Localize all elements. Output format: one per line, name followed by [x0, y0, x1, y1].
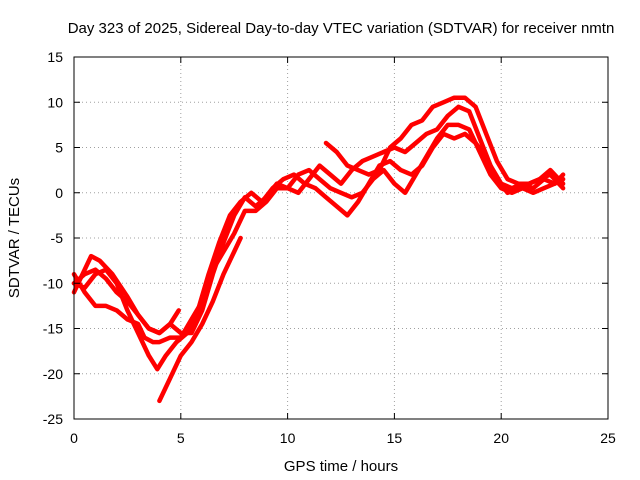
chart-title: Day 323 of 2025, Sidereal Day-to-day VTE… [68, 20, 615, 37]
x-axis-label: GPS time / hours [284, 458, 398, 475]
y-axis-label: SDTVAR / TECUs [6, 178, 23, 298]
y-tick-label: 0 [55, 185, 63, 201]
series-line-3 [71, 122, 566, 345]
x-tick-label: 5 [177, 430, 185, 446]
y-tick-label: -10 [43, 275, 63, 291]
grid-lines [74, 57, 608, 419]
series-line-6 [323, 95, 566, 186]
x-tick-label: 20 [493, 430, 509, 446]
x-axis-ticks: 0 5 10 15 20 25 [70, 57, 616, 446]
series-layer [71, 95, 566, 404]
x-tick-label: 10 [280, 430, 296, 446]
x-tick-label: 0 [70, 430, 78, 446]
y-tick-label: 10 [47, 94, 63, 110]
series-line-5 [157, 235, 243, 404]
x-tick-label: 25 [600, 430, 616, 446]
x-tick-label: 15 [387, 430, 403, 446]
y-tick-label: -20 [43, 366, 63, 382]
series-line-4 [71, 267, 181, 336]
y-tick-label: -25 [43, 411, 63, 427]
y-axis-ticks: -25 -20 -15 -10 -5 0 5 10 15 [43, 49, 608, 427]
y-tick-label: 15 [47, 49, 63, 65]
y-tick-label: -15 [43, 321, 63, 337]
y-tick-label: 5 [55, 140, 63, 156]
y-tick-label: -5 [51, 230, 64, 246]
